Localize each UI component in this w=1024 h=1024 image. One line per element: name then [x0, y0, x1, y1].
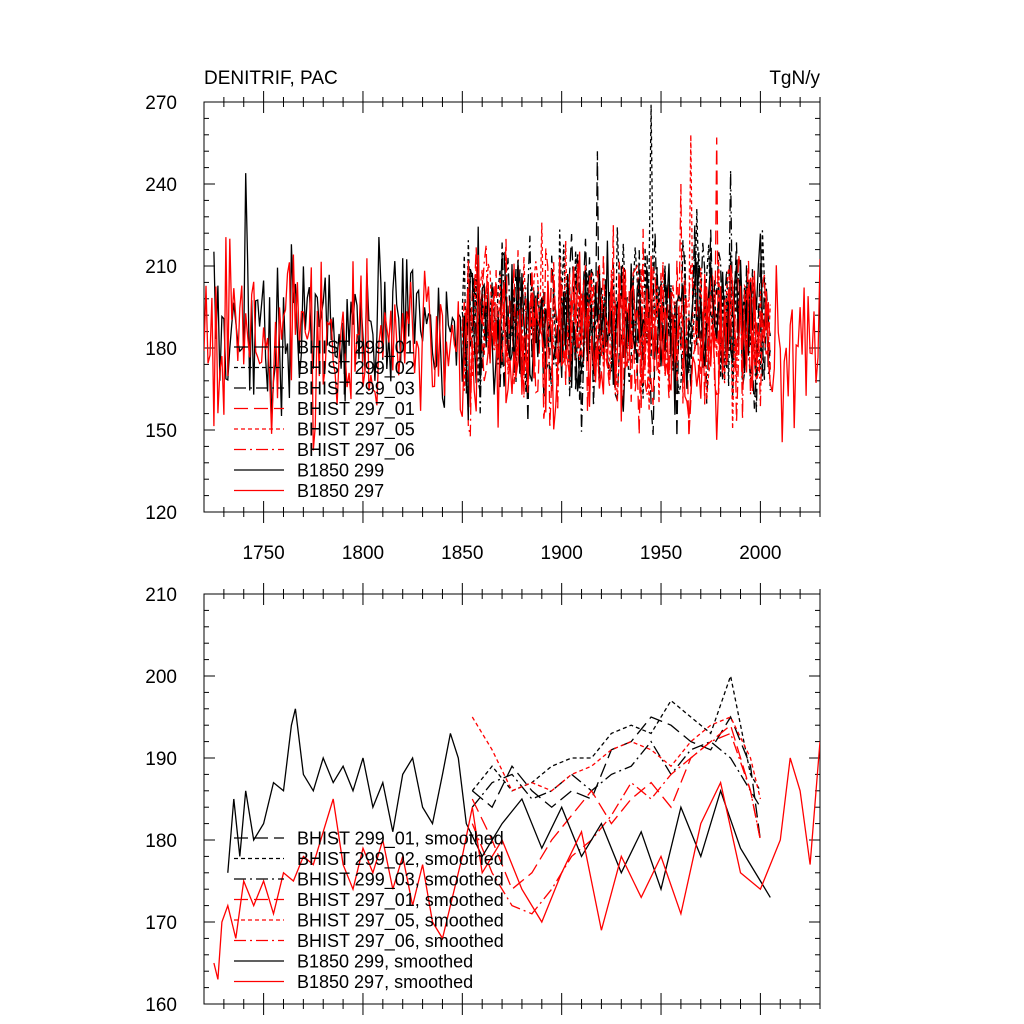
y-tick-label: 180 [145, 831, 177, 852]
y-tick-label: 180 [145, 339, 177, 360]
legend-label: BHIST 299_02, smoothed [297, 849, 504, 870]
legend-label: BHIST 299_03, smoothed [297, 870, 504, 891]
y-tick-label: 150 [145, 421, 177, 442]
legend-label: B1850 297 [297, 481, 384, 501]
legend-label: BHIST 297_05, smoothed [297, 911, 504, 932]
y-tick-label: 170 [145, 913, 177, 934]
bottom-panel: 160 170 180 190 200 210 BHIST 299_01, smoothe… [145, 583, 821, 1016]
series-line-6 [213, 173, 771, 421]
series-layer [204, 104, 820, 451]
legend-label: B1850 299 [297, 461, 384, 481]
y-axis: 120 150 180 210 240 270 [145, 93, 820, 524]
units-label: TgN/y [769, 68, 820, 89]
y-tick-label: 190 [145, 749, 177, 770]
series-line-4 [461, 134, 771, 430]
series-line-1 [471, 673, 761, 792]
series-line-0 [461, 151, 771, 438]
legend-label: B1850 297, smoothed [297, 972, 473, 992]
top-panel: DENITRIF, PAC TgN/y 120 150 180 210 240 270 1… [145, 68, 821, 564]
x-tick-label: 1900 [541, 543, 583, 564]
y-tick-label: 120 [145, 503, 177, 524]
x-tick-label: 1750 [242, 543, 284, 564]
legend-label: BHIST 299_01 [297, 338, 415, 359]
legend-label: BHIST 297_06 [297, 440, 415, 461]
plot-frame [203, 593, 821, 1005]
legend-label: B1850 299, smoothed [297, 952, 473, 972]
x-tick-label: 1800 [342, 543, 384, 564]
legend-label: BHIST 297_06, smoothed [297, 931, 504, 952]
plot-frame [203, 101, 821, 513]
legend-label: BHIST 297_01 [297, 399, 415, 420]
x-tick-label: 2000 [739, 543, 781, 564]
series-layer [213, 673, 820, 980]
y-tick-label: 210 [145, 257, 177, 278]
series-line-5 [471, 732, 762, 915]
chart-title: DENITRIF, PAC [204, 68, 338, 89]
y-tick-label: 240 [145, 175, 177, 196]
x-axis [223, 583, 821, 1015]
x-axis: 1750 1800 1850 1900 1950 2000 [223, 91, 821, 564]
legend-label: BHIST 299_03 [297, 379, 415, 400]
y-tick-label: 160 [145, 995, 177, 1016]
y-tick-label: 270 [145, 93, 177, 114]
y-tick-label: 200 [145, 667, 177, 688]
series-line-2 [471, 740, 761, 808]
series-line-6 [227, 708, 771, 898]
legend-label: BHIST 297_05 [297, 420, 415, 441]
series-line-3 [461, 137, 771, 438]
x-tick-label: 1850 [441, 543, 483, 564]
legend-label: BHIST 299_01, smoothed [297, 829, 504, 850]
y-tick-label: 210 [145, 585, 177, 606]
y-axis: 160 170 180 190 200 210 [145, 585, 820, 1016]
legend-label: BHIST 299_02 [297, 358, 415, 379]
series-line-7 [204, 237, 820, 451]
series-line-4 [471, 716, 762, 800]
series-line-3 [471, 724, 762, 891]
x-tick-label: 1950 [640, 543, 682, 564]
series-line-7 [213, 741, 820, 980]
legend-label: BHIST 297_01, smoothed [297, 890, 504, 911]
